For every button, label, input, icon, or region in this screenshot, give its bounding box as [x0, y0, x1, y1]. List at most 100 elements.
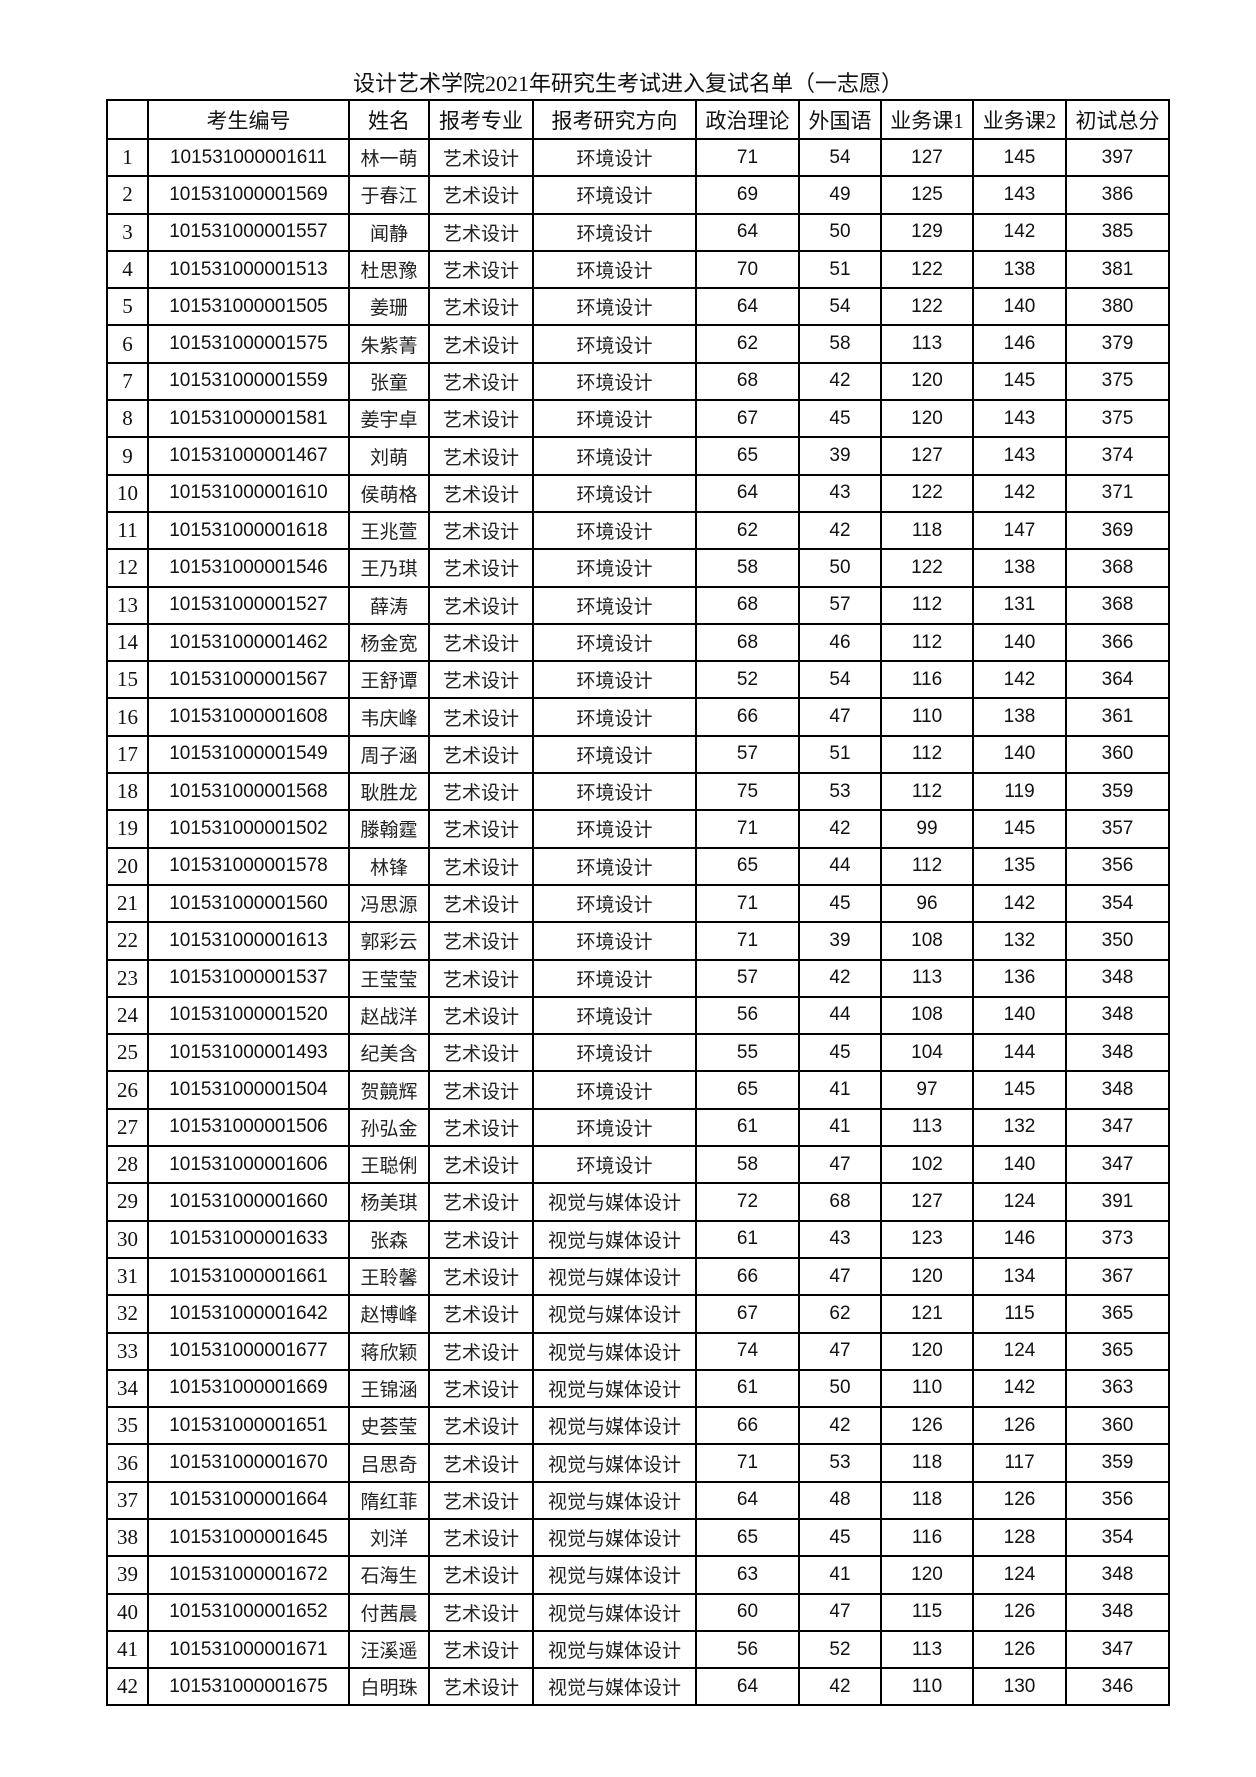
table-row: 36 101531000001670 吕思奇 艺术设计 视觉与媒体设计 71 53 118 11… [106, 1443, 1170, 1483]
cell-foreign-language: 42 [798, 958, 882, 998]
cell-candidate-id: 101531000001660 [147, 1182, 350, 1222]
table-row: 38 101531000001645 刘洋 艺术设计 视觉与媒体设计 65 45 116 128… [106, 1517, 1170, 1558]
cell-research-direction: 环境设计 [532, 734, 697, 775]
cell-index: 13 [106, 585, 149, 625]
cell-subject-2: 143 [972, 175, 1067, 215]
cell-subject-1: 102 [880, 1145, 974, 1185]
cell-total-score: 367 [1065, 1256, 1170, 1297]
cell-major: 艺术设计 [428, 883, 534, 924]
cell-name: 侯萌格 [348, 473, 430, 513]
cell-subject-2: 140 [972, 995, 1067, 1036]
cell-name: 林锋 [348, 846, 430, 886]
cell-subject-1: 123 [880, 1219, 974, 1259]
table-row: 19 101531000001502 滕翰霆 艺术设计 环境设计 71 42 99 145 357 [106, 809, 1170, 849]
cell-politics: 57 [695, 734, 800, 775]
cell-subject-1: 122 [880, 249, 974, 290]
cell-politics: 74 [695, 1331, 800, 1371]
cell-candidate-id: 101531000001462 [147, 622, 350, 663]
cell-subject-2: 134 [972, 1256, 1067, 1297]
cell-candidate-id: 101531000001618 [147, 510, 350, 551]
cell-subject-2: 117 [972, 1443, 1067, 1483]
cell-research-direction: 环境设计 [532, 1070, 697, 1110]
cell-major: 艺术设计 [428, 1592, 534, 1632]
cell-foreign-language: 39 [798, 436, 882, 476]
cell-research-direction: 环境设计 [532, 510, 697, 551]
cell-subject-2: 146 [972, 1219, 1067, 1259]
cell-total-score: 356 [1065, 846, 1170, 886]
cell-name: 韦庆峰 [348, 697, 430, 737]
cell-politics: 60 [695, 1592, 800, 1632]
cell-subject-2: 145 [972, 809, 1067, 849]
cell-subject-1: 112 [880, 846, 974, 886]
cell-politics: 65 [695, 436, 800, 476]
cell-subject-1: 118 [880, 510, 974, 551]
table-row: 5 101531000001505 姜珊 艺术设计 环境设计 64 54 122 140 380 [106, 287, 1170, 327]
cell-total-score: 354 [1065, 1517, 1170, 1558]
cell-candidate-id: 101531000001575 [147, 324, 350, 364]
cell-research-direction: 环境设计 [532, 473, 697, 513]
cell-foreign-language: 42 [798, 1667, 882, 1707]
cell-foreign-language: 47 [798, 1592, 882, 1632]
cell-index: 23 [106, 958, 149, 998]
cell-subject-1: 112 [880, 734, 974, 775]
cell-name: 王兆萱 [348, 510, 430, 551]
cell-research-direction: 环境设计 [532, 249, 697, 290]
cell-subject-1: 127 [880, 1182, 974, 1222]
cell-politics: 64 [695, 473, 800, 513]
cell-research-direction: 环境设计 [532, 958, 697, 998]
cell-subject-1: 112 [880, 772, 974, 812]
cell-foreign-language: 47 [798, 697, 882, 737]
cell-foreign-language: 48 [798, 1480, 882, 1520]
cell-subject-1: 96 [880, 883, 974, 924]
cell-politics: 65 [695, 1070, 800, 1110]
cell-total-score: 348 [1065, 995, 1170, 1036]
cell-index: 4 [106, 249, 149, 290]
cell-subject-2: 138 [972, 249, 1067, 290]
cell-foreign-language: 51 [798, 734, 882, 775]
cell-foreign-language: 50 [798, 548, 882, 588]
table-row: 9 101531000001467 刘萌 艺术设计 环境设计 65 39 127 143 374 [106, 436, 1170, 476]
cell-name: 孙弘金 [348, 1107, 430, 1148]
cell-subject-1: 127 [880, 137, 974, 178]
cell-candidate-id: 101531000001670 [147, 1443, 350, 1483]
cell-politics: 52 [695, 660, 800, 700]
cell-major: 艺术设计 [428, 622, 534, 663]
cell-foreign-language: 47 [798, 1256, 882, 1297]
cell-politics: 58 [695, 548, 800, 588]
cell-name: 于春江 [348, 175, 430, 215]
header-research-direction: 报考研究方向 [532, 99, 697, 140]
cell-total-score: 350 [1065, 921, 1170, 961]
cell-index: 36 [106, 1443, 149, 1483]
cell-major: 艺术设计 [428, 548, 534, 588]
cell-name: 刘萌 [348, 436, 430, 476]
cell-research-direction: 视觉与媒体设计 [532, 1667, 697, 1707]
cell-foreign-language: 62 [798, 1294, 882, 1334]
cell-name: 纪美含 [348, 1033, 430, 1073]
cell-politics: 67 [695, 399, 800, 439]
cell-politics: 71 [695, 809, 800, 849]
cell-research-direction: 视觉与媒体设计 [532, 1368, 697, 1409]
cell-subject-2: 145 [972, 361, 1067, 402]
cell-research-direction: 环境设计 [532, 175, 697, 215]
cell-politics: 56 [695, 1629, 800, 1670]
cell-politics: 72 [695, 1182, 800, 1222]
cell-name: 贺竸辉 [348, 1070, 430, 1110]
cell-subject-2: 126 [972, 1629, 1067, 1670]
cell-index: 2 [106, 175, 149, 215]
cell-total-score: 373 [1065, 1219, 1170, 1259]
cell-index: 32 [106, 1294, 149, 1334]
cell-major: 艺术设计 [428, 1443, 534, 1483]
cell-research-direction: 视觉与媒体设计 [532, 1256, 697, 1297]
cell-total-score: 347 [1065, 1107, 1170, 1148]
cell-subject-2: 138 [972, 548, 1067, 588]
cell-major: 艺术设计 [428, 473, 534, 513]
cell-total-score: 347 [1065, 1629, 1170, 1670]
cell-foreign-language: 54 [798, 660, 882, 700]
cell-politics: 66 [695, 697, 800, 737]
table-row: 18 101531000001568 耿胜龙 艺术设计 环境设计 75 53 112 119 35… [106, 772, 1170, 812]
cell-foreign-language: 42 [798, 1406, 882, 1446]
table-row: 27 101531000001506 孙弘金 艺术设计 环境设计 61 41 113 132 34… [106, 1107, 1170, 1148]
cell-major: 艺术设计 [428, 1294, 534, 1334]
cell-politics: 71 [695, 883, 800, 924]
cell-index: 17 [106, 734, 149, 775]
